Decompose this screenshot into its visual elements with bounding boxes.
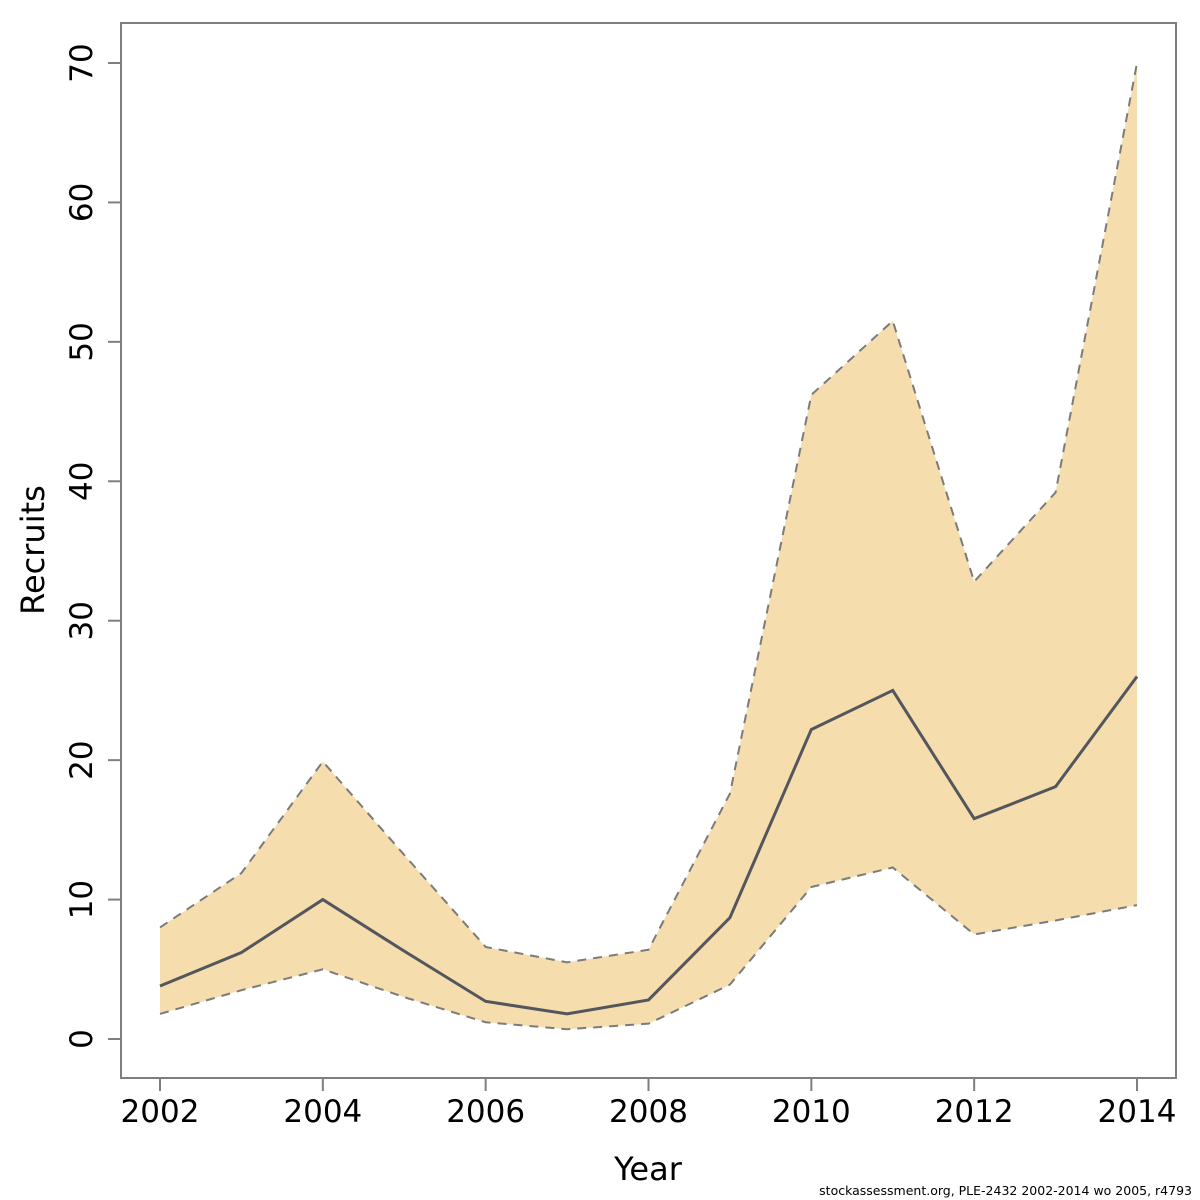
- watermark-text: stockassessment.org, PLE-2432 2002-2014 …: [819, 1183, 1192, 1198]
- y-tick-label: 60: [64, 183, 100, 222]
- x-tick-label: 2008: [609, 1094, 688, 1130]
- x-axis-title: Year: [614, 1150, 682, 1188]
- x-tick-label: 2004: [283, 1094, 362, 1130]
- ci-lower-line: [159, 866, 1138, 1031]
- x-tick-label: 2002: [121, 1094, 200, 1130]
- y-axis-title: Recruits: [14, 485, 52, 615]
- y-tick-label: 20: [64, 740, 100, 779]
- x-tick-label: 2012: [935, 1094, 1014, 1130]
- y-tick-label: 0: [64, 1029, 100, 1049]
- y-tick-label: 70: [64, 43, 100, 82]
- y-tick-label: 40: [64, 462, 100, 501]
- x-tick-label: 2014: [1098, 1094, 1177, 1130]
- ci-upper-line: [159, 62, 1138, 964]
- y-tick-label: 30: [64, 601, 100, 640]
- x-tick-label: 2010: [772, 1094, 851, 1130]
- y-tick-label: 50: [64, 322, 100, 361]
- y-tick-label: 10: [64, 880, 100, 919]
- estimate-line: [159, 675, 1139, 1016]
- confidence-band: [160, 62, 1137, 1030]
- x-tick-label: 2006: [446, 1094, 525, 1130]
